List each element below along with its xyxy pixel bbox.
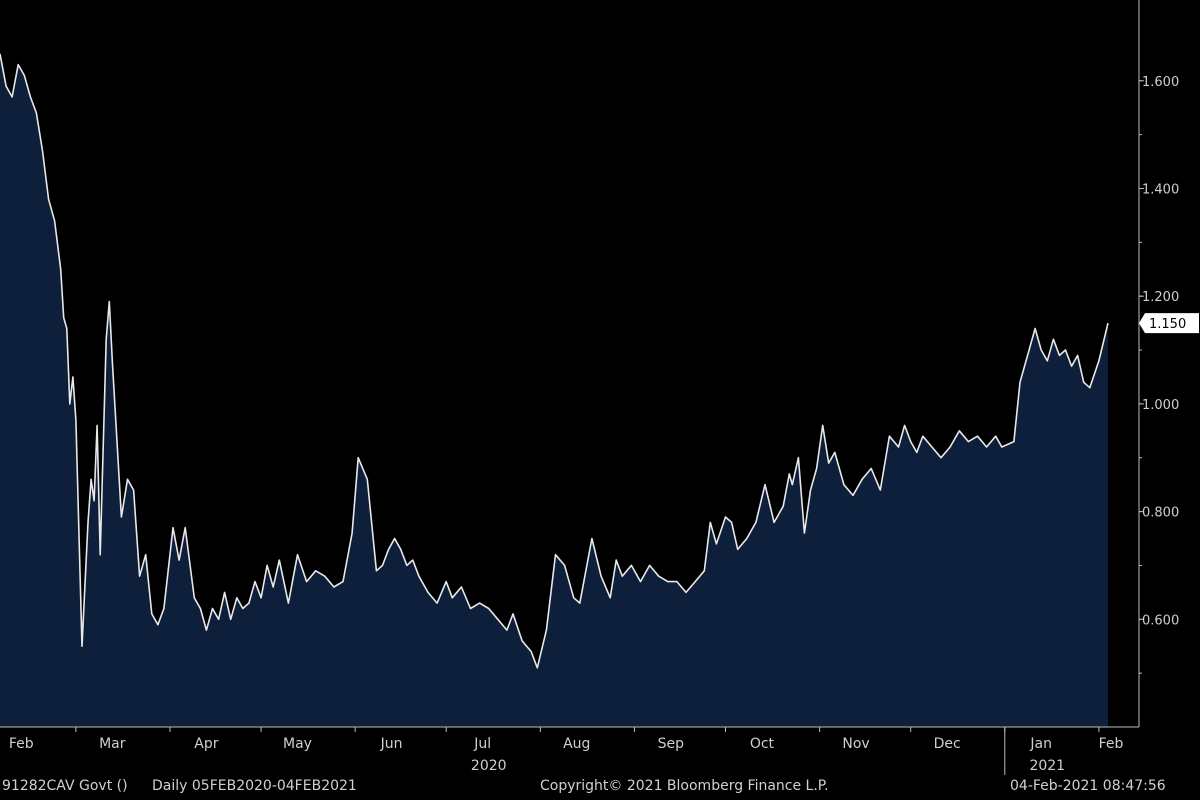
month-tick-label: Aug xyxy=(563,736,590,752)
year-tick-label: 2020 xyxy=(471,758,507,774)
copyright-label: Copyright© 2021 Bloomberg Finance L.P. xyxy=(540,778,829,794)
y-tick-label: 0.600 xyxy=(1142,613,1179,628)
month-tick-label: Nov xyxy=(842,736,869,752)
y-tick-label: 0.800 xyxy=(1142,506,1179,521)
month-tick-label: Jul xyxy=(473,736,491,752)
y-tick-label: 1.200 xyxy=(1142,290,1179,305)
y-tick-label: 1.000 xyxy=(1142,398,1179,413)
month-tick-label: Mar xyxy=(99,736,126,752)
series-line xyxy=(0,53,1109,669)
month-tick-label: Sep xyxy=(658,736,685,752)
last-value-tag xyxy=(1139,313,1199,334)
timestamp-label: 04-Feb-2021 08:47:56 xyxy=(1010,778,1166,794)
y-tick-label: 1.600 xyxy=(1142,75,1179,90)
last-value-label: 1.150 xyxy=(1149,317,1186,332)
month-tick-label: Feb xyxy=(9,736,34,752)
month-tick-label: Feb xyxy=(1099,736,1124,752)
month-tick-label: May xyxy=(283,736,312,752)
period-label: Daily 05FEB2020-04FEB2021 xyxy=(152,778,357,794)
month-tick-label: Oct xyxy=(750,736,775,752)
month-tick-label: Jun xyxy=(380,736,403,752)
month-tick-label: Jan xyxy=(1029,736,1052,752)
area-fill xyxy=(0,53,1108,727)
month-tick-label: Apr xyxy=(194,736,218,752)
y-tick-label: 1.400 xyxy=(1142,182,1179,197)
year-tick-label: 2021 xyxy=(1029,758,1065,774)
month-tick-label: Dec xyxy=(934,736,961,752)
security-label: 91282CAV Govt () xyxy=(2,778,128,794)
